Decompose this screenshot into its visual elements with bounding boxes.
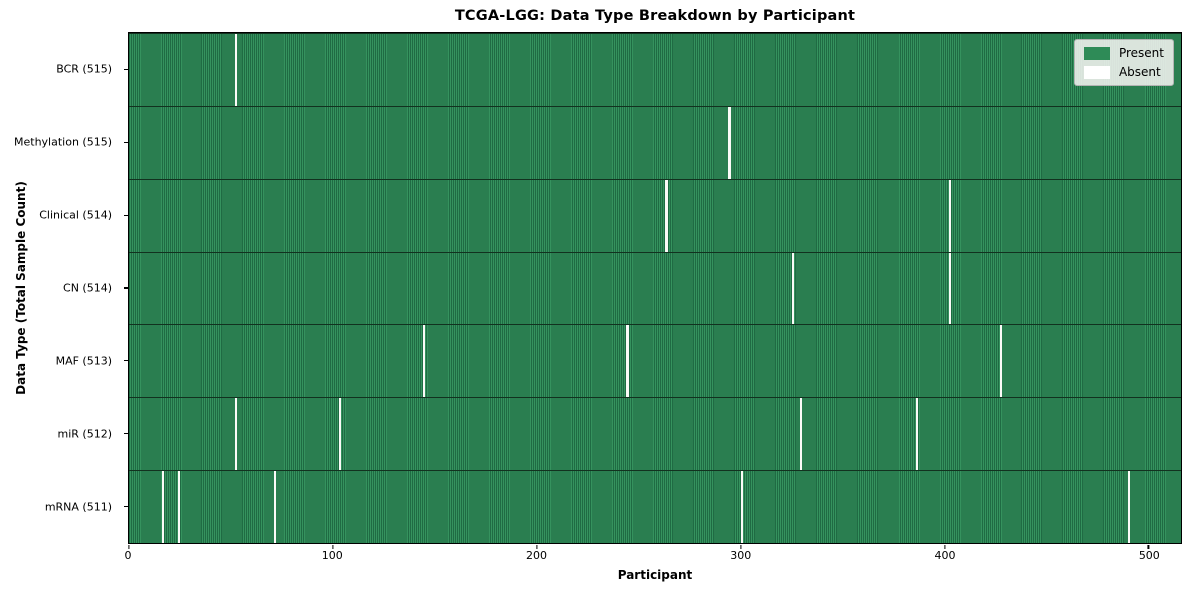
absent-gap [273, 471, 277, 544]
y-tick-mark [123, 141, 128, 143]
absent-gap [1127, 471, 1131, 544]
y-tick-label: BCR (515) [56, 62, 112, 76]
x-tick-label: 300 [730, 549, 752, 562]
y-tick-label: MAF (513) [55, 354, 112, 368]
x-tick-label: 500 [1138, 549, 1160, 562]
chart-title: TCGA-LGG: Data Type Breakdown by Partici… [454, 8, 856, 24]
absent-gap [422, 325, 425, 398]
x-tick-mark [943, 544, 946, 549]
x-tick-labels: 0 100 200 300 400 500 [124, 549, 1182, 564]
y-tick-mark [123, 287, 128, 289]
x-tick-mark [1147, 544, 1149, 549]
y-tick-mark [123, 433, 128, 435]
y-tick-labels: BCR (515) Methylation (515) Clinical (514)… [0, 32, 122, 544]
y-tick-label: miR (512) [57, 427, 113, 441]
heatmap-row-maf [129, 324, 1181, 398]
x-tick-mark [128, 544, 130, 549]
x-tick-label: 400 [934, 549, 956, 562]
absent-gap [948, 252, 951, 325]
x-axis-label: Participant [617, 568, 693, 582]
legend-label: Absent [1118, 65, 1161, 79]
absent-gap [177, 471, 181, 544]
absent-gap [235, 398, 238, 471]
heatmap-row-bcr [129, 33, 1181, 106]
x-tick-mark [740, 544, 742, 549]
absent-gap [740, 471, 744, 544]
heatmap-row-clinical [129, 178, 1181, 252]
plot-area: Present Absent [123, 32, 1182, 549]
absent-gap [161, 471, 164, 544]
absent-gap [338, 398, 342, 471]
absent-gap [626, 325, 629, 398]
absent-gap [235, 34, 238, 106]
legend-label: Present [1118, 46, 1164, 60]
heatmap-row-mir [129, 397, 1181, 471]
y-tick-label: Methylation (515) [14, 135, 112, 149]
absent-gap [728, 106, 731, 179]
y-tick-label: mRNA (511) [44, 500, 112, 514]
absent-gap [999, 325, 1002, 398]
y-tick-mark [123, 360, 128, 362]
legend-swatch-present [1083, 46, 1110, 60]
y-tick-mark [123, 214, 128, 216]
heatmap-row-mrna [129, 470, 1181, 544]
legend-entry-absent: Absent [1083, 65, 1164, 79]
x-tick-label: 200 [526, 549, 548, 562]
y-tick-mark [123, 505, 128, 508]
absent-gap [915, 398, 919, 471]
legend: Present Absent [1073, 39, 1174, 86]
absent-gap [948, 179, 951, 252]
x-tick-mark [332, 544, 334, 549]
heatmap-row-methylation [129, 105, 1181, 179]
x-tick-label: 100 [321, 549, 343, 562]
y-tick-mark [123, 68, 128, 71]
heatmap-row-cn [129, 251, 1181, 325]
x-tick-mark [536, 544, 538, 549]
legend-entry-present: Present [1083, 46, 1164, 60]
x-tick-label: 0 [124, 549, 132, 562]
y-tick-label: CN (514) [63, 281, 112, 295]
absent-gap [799, 398, 803, 471]
absent-gap [791, 252, 794, 325]
y-tick-label: Clinical (514) [39, 208, 112, 222]
legend-swatch-absent [1083, 65, 1110, 79]
absent-gap [665, 179, 668, 252]
